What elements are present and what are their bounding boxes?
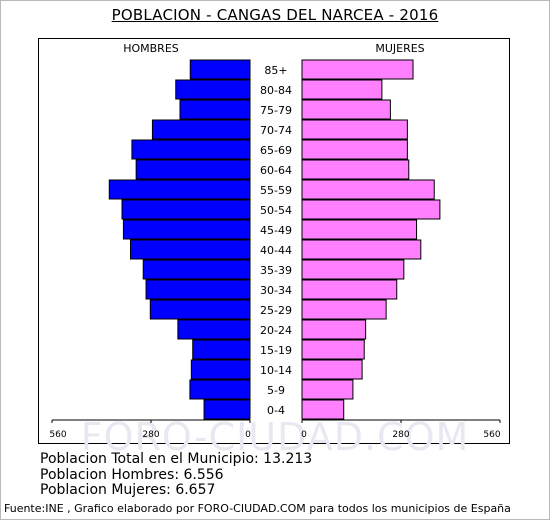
age-label: 55-59 [260, 184, 292, 197]
bar-mujeres-85+ [301, 59, 414, 80]
bar-mujeres-60-64 [301, 159, 410, 180]
bar-mujeres-70-74 [301, 119, 408, 140]
age-label: 70-74 [260, 124, 292, 137]
bar-mujeres-65-69 [301, 139, 408, 160]
bar-mujeres-0-4 [301, 399, 345, 420]
age-label: 65-69 [260, 144, 292, 157]
age-label: 45-49 [260, 224, 292, 237]
bar-hombres-15-19 [192, 339, 251, 360]
bar-mujeres-80-84 [301, 79, 383, 100]
bar-hombres-20-24 [177, 319, 251, 340]
bar-hombres-0-4 [203, 399, 251, 420]
bar-mujeres-15-19 [301, 339, 365, 360]
bar-hombres-80-84 [175, 79, 251, 100]
age-label: 10-14 [260, 364, 292, 377]
bar-hombres-70-74 [151, 119, 251, 140]
bar-hombres-5-9 [189, 379, 251, 400]
age-label: 50-54 [260, 204, 292, 217]
bar-hombres-50-54 [121, 199, 251, 220]
age-labels: 85+ 80-84 75-79 70-74 65-69 60-64 55-59 50-54 45… [260, 64, 292, 417]
legend-hombres: HOMBRES [123, 42, 179, 55]
bar-hombres-85+ [189, 59, 251, 80]
summary-block: Poblacion Total en el Municipio: 13.213 … [40, 451, 313, 499]
age-label: 0-4 [267, 404, 285, 417]
bar-mujeres-50-54 [301, 199, 441, 220]
summary-total: Poblacion Total en el Municipio: 13.213 [40, 451, 313, 467]
bar-mujeres-40-44 [301, 239, 422, 260]
bar-hombres-35-39 [142, 259, 251, 280]
bar-hombres-45-49 [122, 219, 251, 240]
bar-hombres-55-59 [108, 179, 251, 200]
population-pyramid: HOMBRES MUJERES 85+ 80-84 75-79 70-74 65-69 6… [49, 42, 501, 440]
bar-mujeres-35-39 [301, 259, 405, 280]
bar-hombres-10-14 [190, 359, 251, 380]
bar-mujeres-10-14 [301, 359, 363, 380]
x-tick-label: 0 [301, 430, 307, 440]
bar-mujeres-45-49 [301, 219, 418, 240]
bar-mujeres-75-79 [301, 99, 391, 120]
x-ticks: 560 280 0 0 280 560 [49, 420, 501, 440]
bar-hombres-60-64 [135, 159, 251, 180]
x-tick-label: 280 [392, 430, 409, 440]
legend-mujeres: MUJERES [375, 42, 424, 55]
age-label: 20-24 [260, 324, 292, 337]
bar-mujeres-5-9 [301, 379, 354, 400]
bar-mujeres-20-24 [301, 319, 367, 340]
x-tick-label: 560 [483, 430, 500, 440]
age-label: 25-29 [260, 304, 292, 317]
summary-hombres: Poblacion Hombres: 6.556 [40, 466, 224, 483]
plot-area-border [38, 38, 510, 444]
bars-mujeres [301, 59, 441, 420]
bar-hombres-40-44 [129, 239, 251, 260]
age-label: 30-34 [260, 284, 292, 297]
x-tick-label: 0 [245, 430, 251, 440]
age-label: 75-79 [260, 104, 292, 117]
age-label: 35-39 [260, 264, 292, 277]
bar-mujeres-25-29 [301, 299, 387, 320]
age-label: 40-44 [260, 244, 292, 257]
bar-hombres-25-29 [149, 299, 251, 320]
age-label: 5-9 [267, 384, 285, 397]
bar-hombres-65-69 [131, 139, 251, 160]
age-label: 85+ [264, 64, 287, 77]
bars-hombres [108, 59, 251, 420]
chart-title: POBLACION - CANGAS DEL NARCEA - 2016 [111, 6, 439, 24]
bar-mujeres-55-59 [301, 179, 435, 200]
age-label: 60-64 [260, 164, 292, 177]
x-tick-label: 560 [49, 430, 66, 440]
source-footer: Fuente:INE , Grafico elaborado por FORO-… [4, 502, 511, 515]
x-tick-label: 280 [142, 430, 159, 440]
bar-mujeres-30-34 [301, 279, 398, 300]
age-label: 80-84 [260, 84, 292, 97]
bar-hombres-30-34 [145, 279, 251, 300]
bar-hombres-75-79 [179, 99, 251, 120]
age-label: 15-19 [260, 344, 292, 357]
summary-mujeres: Poblacion Mujeres: 6.657 [40, 482, 216, 498]
